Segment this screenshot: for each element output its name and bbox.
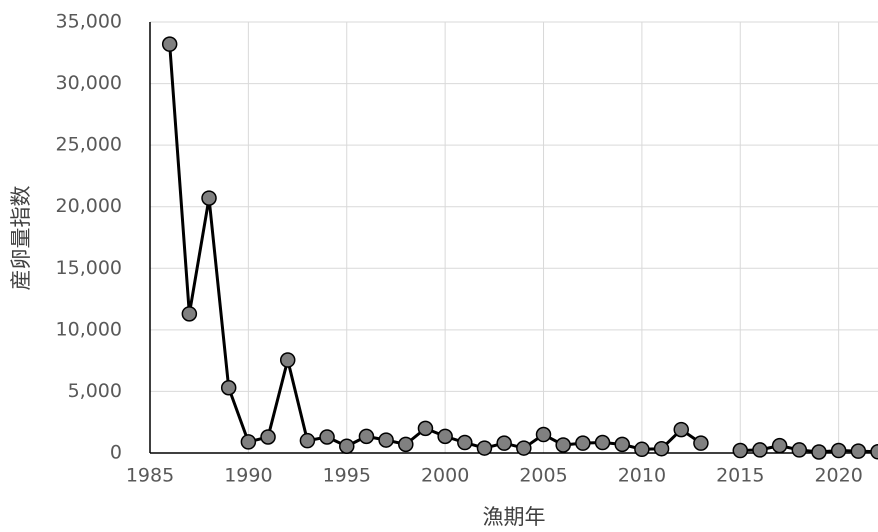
point [634,441,650,458]
y-tick-label: 20,000 [56,195,122,217]
point [535,426,552,443]
point [496,435,512,451]
point [594,434,611,451]
x-axis-title: 漁期年 [483,505,546,529]
point [850,443,867,459]
point [299,432,316,449]
y-tick-label: 30,000 [56,72,122,94]
point [870,444,878,460]
line [168,44,878,454]
x-tick-label: 2000 [421,465,469,487]
point [339,438,355,454]
point [398,436,414,453]
point [555,437,571,453]
point [732,442,749,459]
point [693,435,709,451]
point [614,436,630,453]
point [771,437,788,454]
point [201,190,217,206]
x-tick-label: 1995 [323,465,371,487]
y-tick-label: 35,000 [56,11,122,33]
x-tick-label: 2010 [618,465,666,487]
point [653,440,670,457]
point [752,442,768,458]
point [516,440,532,456]
y-tick-label: 0 [110,442,122,464]
point [791,442,808,458]
point [417,420,434,437]
point [240,434,257,450]
point [378,432,394,448]
point [811,444,827,460]
x-tick-label: 1990 [224,465,272,487]
point [437,428,453,445]
point [319,429,335,445]
y-tick-label: 15,000 [56,257,122,279]
point [161,36,178,52]
point [279,352,296,368]
point [575,435,591,451]
y-tick-label: 25,000 [56,134,122,156]
y-axis-title: 産卵量指数 [9,186,33,291]
point [358,428,375,445]
y-tick-label: 5,000 [68,380,122,402]
x-tick-label: 2020 [814,465,862,487]
point [260,429,276,445]
point [830,442,847,459]
point [220,379,237,396]
y-tick-label: 10,000 [56,318,122,340]
point [181,306,198,322]
x-tick-label: 1985 [126,465,174,487]
point [673,421,689,438]
point [457,434,473,451]
point [476,440,493,456]
x-tick-label: 2005 [519,465,567,487]
x-tick-label: 2015 [716,465,764,487]
